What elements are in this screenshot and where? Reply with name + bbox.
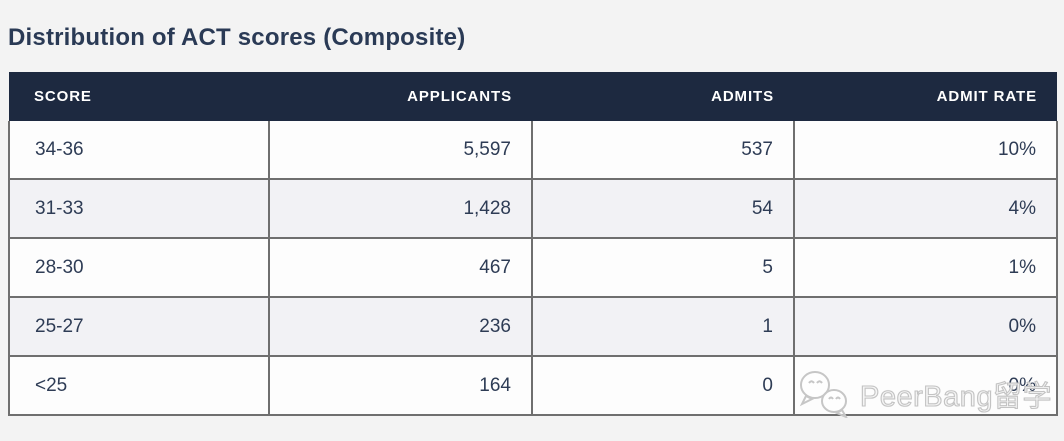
table-header-row: SCORE APPLICANTS ADMITS ADMIT RATE bbox=[9, 72, 1057, 121]
admit-rate-cell: 4% bbox=[793, 178, 1058, 239]
column-header-admits: ADMITS bbox=[532, 72, 794, 121]
table-row: <25 164 0 0% bbox=[8, 355, 1058, 416]
act-score-distribution-table: SCORE APPLICANTS ADMITS ADMIT RATE 34-36… bbox=[8, 72, 1058, 416]
score-cell: <25 bbox=[8, 355, 270, 416]
column-header-score: SCORE bbox=[9, 72, 269, 121]
score-cell: 25-27 bbox=[8, 296, 270, 357]
admits-cell: 0 bbox=[531, 355, 795, 416]
admit-rate-cell: 0% bbox=[793, 355, 1058, 416]
table-row: 28-30 467 5 1% bbox=[8, 237, 1058, 298]
applicants-cell: 5,597 bbox=[268, 121, 533, 180]
table-row: 31-33 1,428 54 4% bbox=[8, 178, 1058, 239]
admits-cell: 1 bbox=[531, 296, 795, 357]
admit-rate-cell: 10% bbox=[793, 121, 1058, 180]
score-cell: 28-30 bbox=[8, 237, 270, 298]
table-row: 34-36 5,597 537 10% bbox=[8, 121, 1058, 180]
applicants-cell: 164 bbox=[268, 355, 533, 416]
score-cell: 31-33 bbox=[8, 178, 270, 239]
applicants-cell: 236 bbox=[268, 296, 533, 357]
column-header-admit-rate: ADMIT RATE bbox=[794, 72, 1057, 121]
table-row: 25-27 236 1 0% bbox=[8, 296, 1058, 357]
page-title: Distribution of ACT scores (Composite) bbox=[8, 24, 466, 51]
admits-cell: 54 bbox=[531, 178, 795, 239]
score-cell: 34-36 bbox=[8, 121, 270, 180]
admit-rate-cell: 1% bbox=[793, 237, 1058, 298]
applicants-cell: 467 bbox=[268, 237, 533, 298]
admits-cell: 537 bbox=[531, 121, 795, 180]
column-header-applicants: APPLICANTS bbox=[269, 72, 532, 121]
applicants-cell: 1,428 bbox=[268, 178, 533, 239]
admit-rate-cell: 0% bbox=[793, 296, 1058, 357]
admits-cell: 5 bbox=[531, 237, 795, 298]
